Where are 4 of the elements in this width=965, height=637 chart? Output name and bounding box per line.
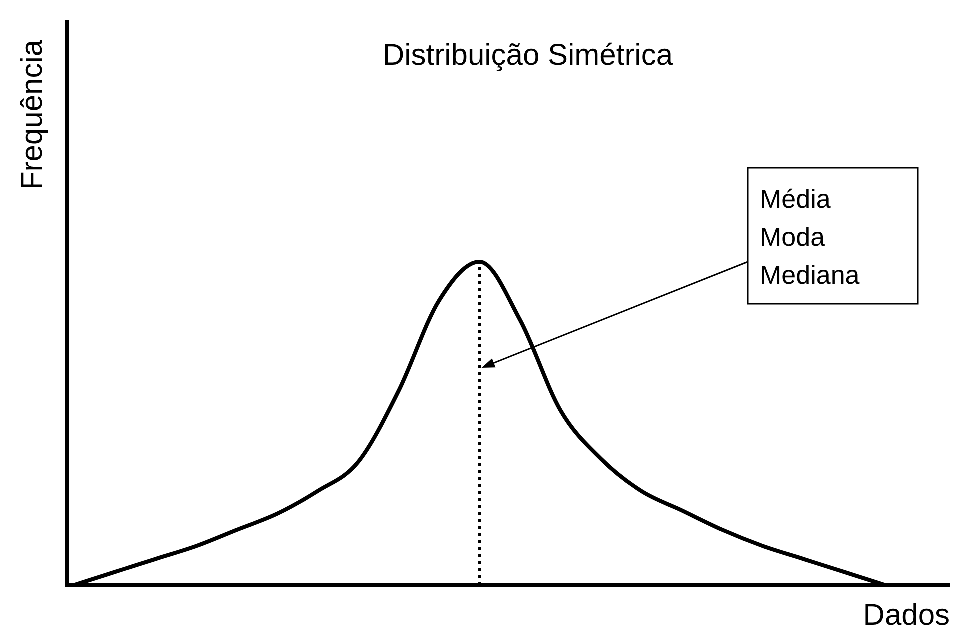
y-axis-title: Frequência xyxy=(16,40,49,190)
annotation: Média Moda Mediana xyxy=(760,184,860,290)
chart-title: Distribuição Simétrica xyxy=(382,39,674,72)
x-axis-title: Dados xyxy=(863,599,950,632)
